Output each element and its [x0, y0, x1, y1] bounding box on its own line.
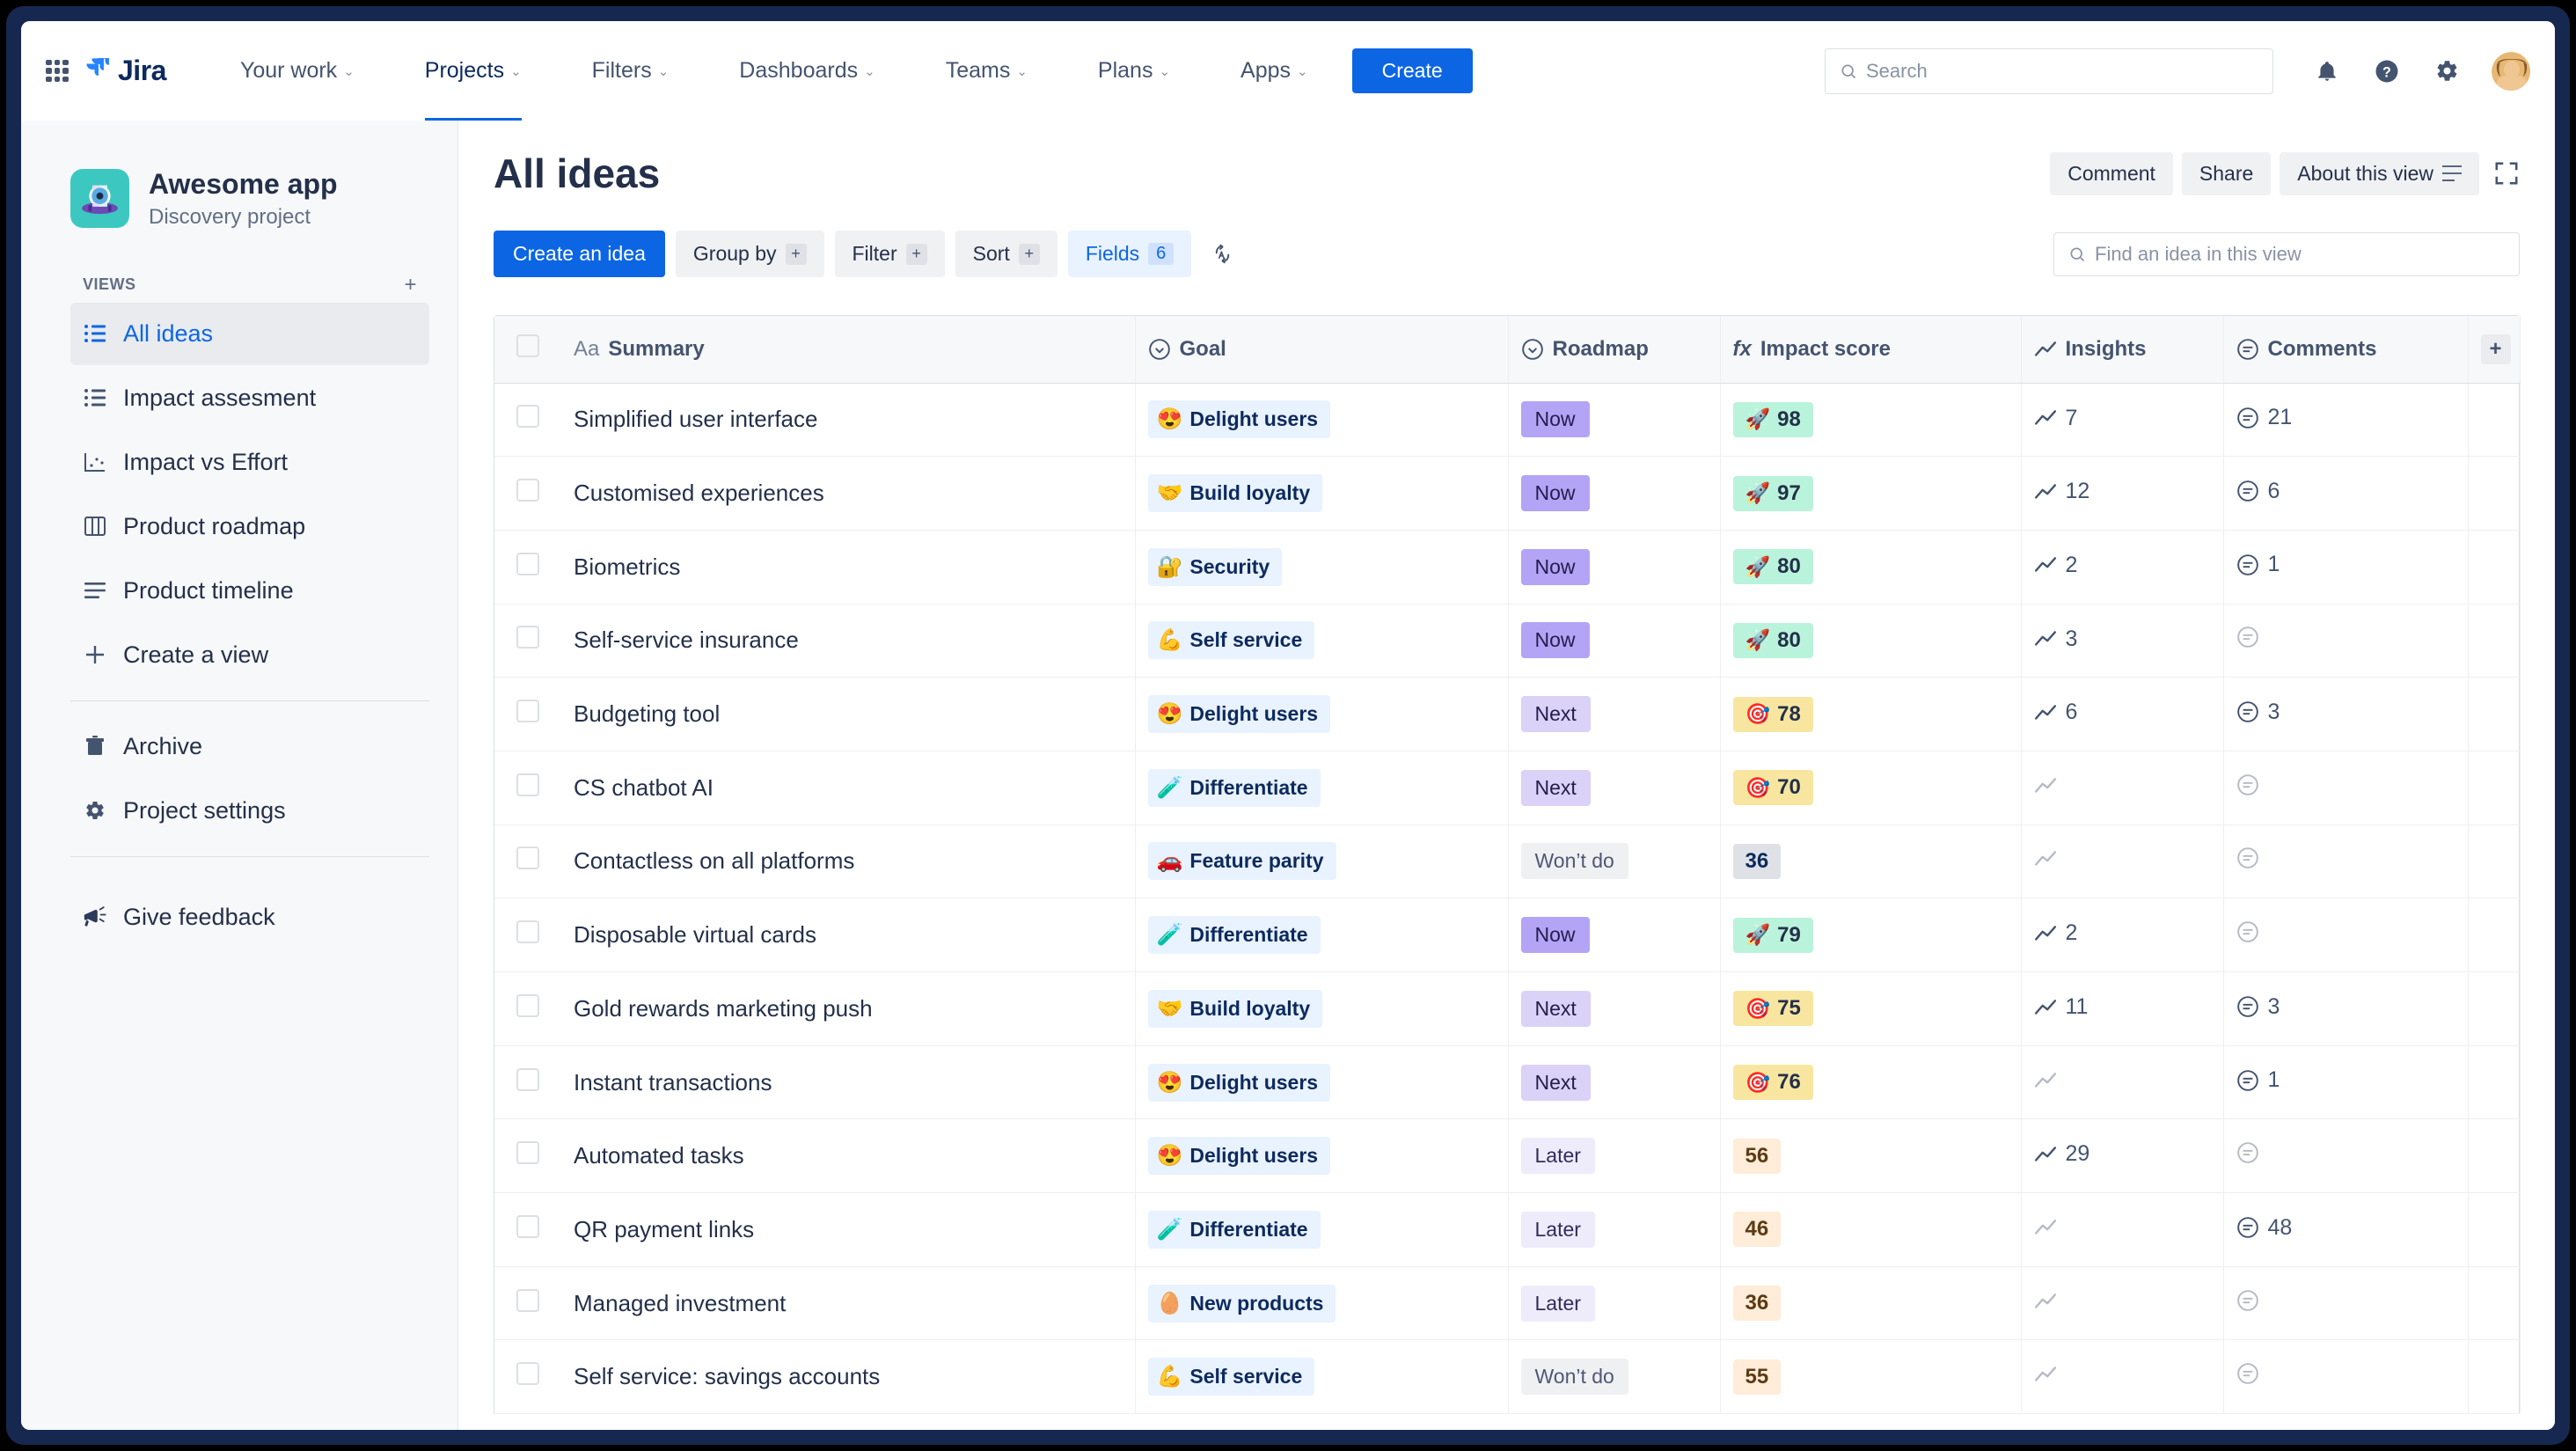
svg-text:?: ?	[2382, 64, 2391, 80]
